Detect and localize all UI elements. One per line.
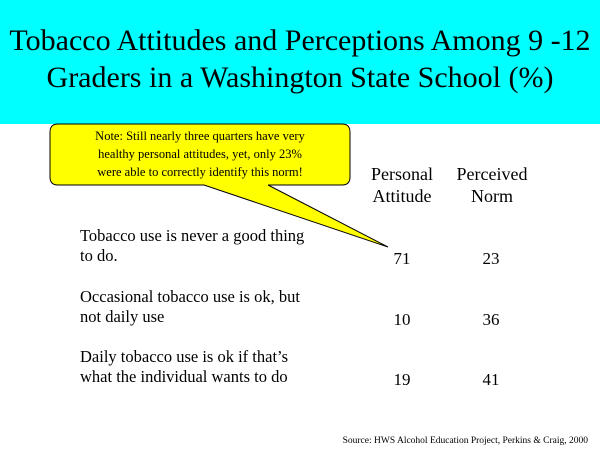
callout-line-2: healthy personal attitudes, yet, only 23…: [98, 147, 302, 161]
slide-title-line-1: Tobacco Attitudes and Perceptions Among …: [9, 24, 591, 57]
column-header-perceived-norm: Perceived Norm: [448, 163, 536, 207]
row-label-occasional-ok: Occasional tobacco use is ok, but not da…: [80, 287, 370, 327]
cell-perceived-norm: 41: [482, 370, 500, 389]
column-header-perceived-line-2: Norm: [471, 186, 513, 206]
column-header-perceived-line-1: Perceived: [456, 164, 528, 184]
cell-personal-attitude: 71: [393, 249, 411, 268]
cell-perceived-norm: 23: [482, 249, 500, 268]
callout-line-1: Note: Still nearly three quarters have v…: [95, 129, 305, 143]
column-header-personal-line-1: Personal: [371, 164, 433, 184]
callout-note: Note: Still nearly three quarters have v…: [52, 127, 348, 181]
row-label-line: to do.: [80, 246, 118, 265]
column-header-personal-attitude: Personal Attitude: [358, 163, 446, 207]
row-label-line: Daily tobacco use is ok if that’s: [80, 347, 289, 366]
cell-personal-attitude: 19: [393, 370, 411, 389]
row-label-line: Tobacco use is never a good thing: [80, 226, 305, 245]
row-label-line: Occasional tobacco use is ok, but: [80, 287, 300, 306]
column-header-personal-line-2: Attitude: [372, 186, 432, 206]
callout-line-3: were able to correctly identify this nor…: [97, 165, 303, 179]
row-label-line: what the individual wants to do: [80, 367, 288, 386]
row-label-never-good: Tobacco use is never a good thing to do.: [80, 226, 370, 266]
cell-perceived-norm: 36: [482, 310, 500, 329]
source-citation: Source: HWS Alcohol Education Project, P…: [342, 436, 588, 446]
row-label-daily-ok: Daily tobacco use is ok if that’s what t…: [80, 347, 370, 387]
slide-title-line-2: Graders in a Washington State School (%): [46, 61, 554, 94]
callout-shape: [49, 123, 389, 248]
cell-personal-attitude: 10: [393, 310, 411, 329]
row-label-line: not daily use: [80, 307, 165, 326]
title-band: Tobacco Attitudes and Perceptions Among …: [0, 0, 600, 124]
